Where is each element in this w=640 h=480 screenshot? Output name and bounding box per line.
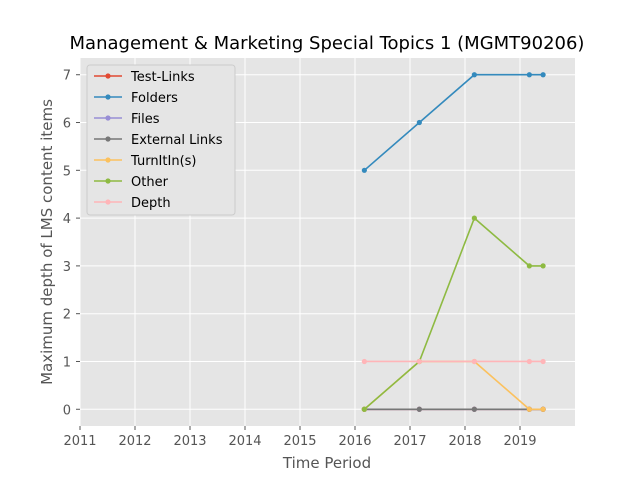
legend-marker: [105, 178, 111, 184]
legend-marker: [105, 94, 111, 100]
y-tick-label: 0: [63, 403, 71, 418]
data-point: [526, 406, 532, 412]
data-point: [361, 406, 367, 412]
data-point: [471, 406, 477, 412]
data-point: [361, 358, 367, 365]
legend-label: Test-Links: [130, 70, 195, 85]
data-point: [540, 358, 546, 365]
data-point: [416, 119, 422, 126]
data-point: [471, 358, 477, 365]
x-tick-label: 2017: [393, 434, 426, 449]
series-group: [361, 72, 546, 412]
legend: Test-Links Folders Files External Links Turn…: [86, 64, 236, 216]
y-axis-ticks: 0 1 2 3 4 5 6 7: [63, 69, 80, 418]
data-point: [526, 263, 532, 269]
y-tick-label: 2: [63, 308, 71, 323]
y-tick-label: 6: [63, 117, 71, 132]
y-tick-label: 1: [63, 355, 71, 370]
data-point: [471, 72, 477, 78]
legend-box: [86, 64, 236, 216]
data-point: [526, 358, 532, 365]
y-tick-label: 5: [63, 164, 71, 179]
x-tick-label: 2013: [173, 434, 206, 449]
legend-label: Depth: [131, 196, 171, 211]
y-axis-label: Maximum depth of LMS content items: [38, 99, 56, 385]
chart-title: Management & Marketing Special Topics 1 …: [70, 33, 585, 54]
legend-label: TurnItIn(s): [130, 154, 196, 169]
legend-label: Files: [131, 112, 160, 127]
data-point: [416, 406, 422, 412]
y-tick-label: 7: [63, 69, 71, 84]
legend-marker: [105, 157, 111, 163]
legend-marker: [105, 136, 111, 142]
y-tick-label: 4: [63, 212, 71, 227]
x-tick-label: 2011: [63, 434, 96, 449]
data-point: [540, 72, 546, 78]
data-point: [540, 406, 546, 412]
data-point: [540, 263, 546, 269]
x-tick-label: 2014: [228, 434, 261, 449]
x-tick-label: 2012: [118, 434, 151, 449]
x-tick-label: 2019: [503, 434, 536, 449]
legend-label: Other: [131, 175, 169, 190]
x-tick-label: 2015: [283, 434, 316, 449]
legend-label: Folders: [131, 91, 178, 106]
data-point: [471, 215, 477, 221]
x-tick-label: 2016: [338, 434, 371, 449]
x-tick-label: 2018: [448, 434, 481, 449]
data-point: [361, 167, 367, 173]
legend-marker: [105, 115, 111, 121]
x-axis-ticks: 2011 2012 2013 2014 2015 2016 2017 2018 2019: [63, 426, 537, 449]
data-point: [526, 72, 532, 78]
legend-marker: [105, 199, 111, 205]
y-tick-label: 3: [63, 260, 71, 275]
x-axis-label: Time Period: [282, 454, 371, 472]
data-point: [416, 358, 422, 365]
legend-label: External Links: [131, 133, 223, 148]
legend-marker: [105, 73, 111, 79]
